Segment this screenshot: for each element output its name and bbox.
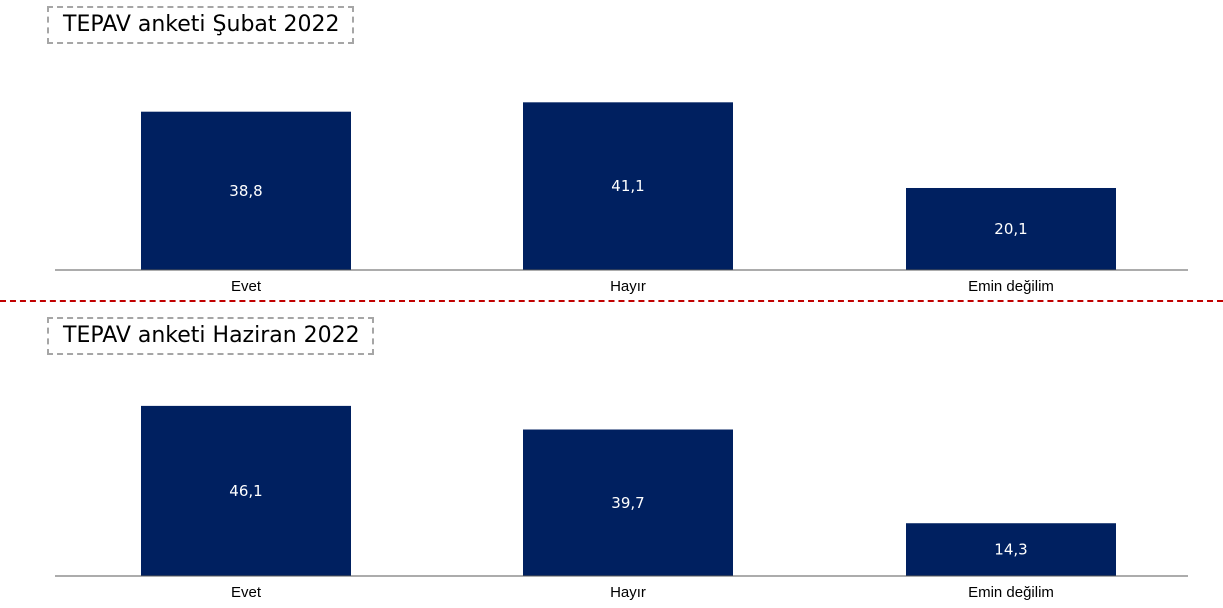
category-label: Hayır bbox=[610, 278, 646, 295]
bar-hayır bbox=[523, 429, 733, 576]
data-label: 41,1 bbox=[611, 177, 644, 195]
data-label: 39,7 bbox=[611, 494, 644, 512]
data-label: 46,1 bbox=[229, 482, 262, 500]
chart-title: TEPAV anketi Haziran 2022 bbox=[47, 317, 374, 355]
category-label: Hayır bbox=[610, 584, 646, 601]
data-label: 38,8 bbox=[229, 182, 262, 200]
category-label: Evet bbox=[231, 584, 262, 601]
bar-emin-değilim bbox=[906, 187, 1116, 270]
category-label: Emin değilim bbox=[968, 278, 1054, 295]
bar-evet bbox=[141, 111, 351, 270]
chart-panel-june: TEPAV anketi Haziran 2022 46,1 Evet 39,7 Ha… bbox=[0, 306, 1223, 608]
bar-chart-february: 38,8 Evet 41,1 Hayır 20,1 Emin değilim bbox=[55, 102, 1188, 295]
section-divider bbox=[0, 300, 1223, 302]
category-label: Emin değilim bbox=[968, 584, 1054, 601]
bar-emin-değilim bbox=[906, 523, 1116, 576]
bar-hayır bbox=[523, 102, 733, 270]
chart-title: TEPAV anketi Şubat 2022 bbox=[47, 6, 354, 44]
chart-panel-february: TEPAV anketi Şubat 2022 38,8 Evet 41,1 Hayı… bbox=[0, 0, 1223, 300]
data-label: 20,1 bbox=[994, 220, 1027, 238]
category-label: Evet bbox=[231, 278, 262, 295]
bar-evet bbox=[141, 405, 351, 576]
data-label: 14,3 bbox=[994, 541, 1027, 559]
bar-chart-june: 46,1 Evet 39,7 Hayır 14,3 Emin değilim bbox=[55, 405, 1188, 601]
